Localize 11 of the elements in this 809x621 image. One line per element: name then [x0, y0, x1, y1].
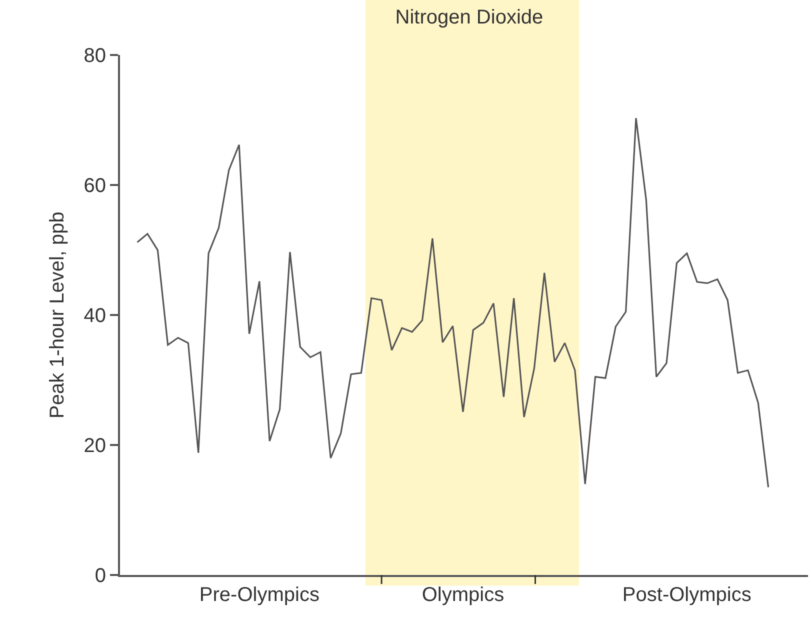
y-tick-label: 40	[84, 305, 106, 328]
y-axis-title: Peak 1-hour Level, ppb	[46, 212, 69, 418]
x-tick-label: Post-Olympics	[622, 584, 752, 606]
x-tick-label: Pre-Olympics	[199, 584, 320, 606]
line-series	[136, 117, 770, 488]
y-tick-label: 0	[94, 565, 106, 587]
y-tick-label: 80	[84, 45, 106, 68]
y-tick-label: 20	[84, 435, 106, 458]
x-tick-label: Olympics	[422, 584, 504, 606]
chart-title: Nitrogen Dioxide	[395, 6, 544, 28]
y-tick-label: 60	[84, 175, 106, 198]
